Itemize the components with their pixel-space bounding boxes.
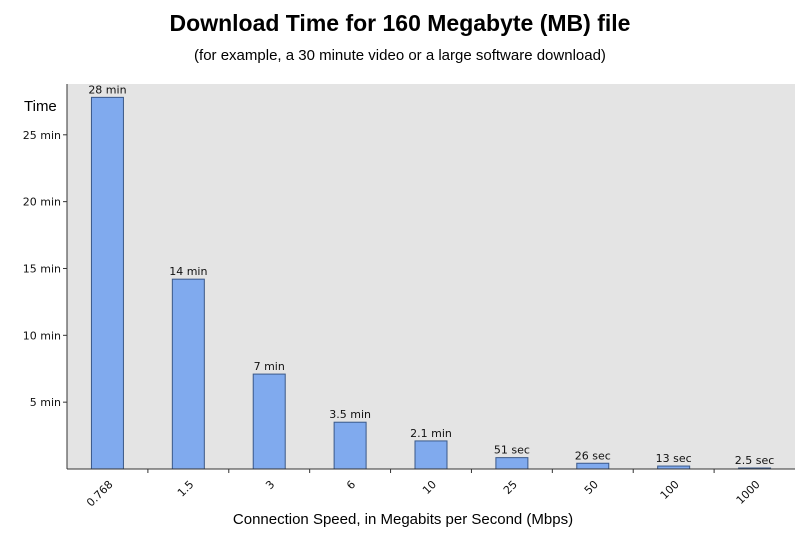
- bar: [171, 278, 205, 470]
- x-tick-label: 25: [501, 478, 520, 497]
- x-tick-label: 3: [263, 478, 277, 492]
- bar-value-label: 51 sec: [494, 444, 530, 457]
- x-axis-label: Connection Speed, in Megabits per Second…: [232, 511, 574, 528]
- x-tick-label: 6: [344, 478, 358, 492]
- bar-value-label: 14 min: [169, 265, 207, 278]
- x-tick-label: 1000: [734, 478, 763, 507]
- bar: [252, 373, 286, 470]
- x-axis-ticks: 0.768 1.5 3 6 10 25 50 100 1000: [84, 469, 763, 509]
- y-tick-label: 10 min: [23, 329, 61, 342]
- y-axis-ticks: 5 min 10 min 15 min 20 min 25 min: [23, 129, 67, 409]
- bar: [414, 440, 448, 470]
- bar-value-label: 2.1 min: [410, 427, 452, 440]
- bars: 28 min 14 min 7 min 3.5 min 2.1 min 51 sec 26 …: [88, 83, 775, 470]
- chart-subtitle: (for example, a 30 minute video or a lar…: [194, 47, 606, 64]
- y-tick-label: 5 min: [30, 396, 61, 409]
- bar: [576, 462, 610, 470]
- bar-value-label: 28 min: [88, 83, 126, 96]
- bar-value-label: 26 sec: [575, 449, 611, 462]
- y-tick-label: 15 min: [23, 262, 61, 275]
- x-tick-label: 0.768: [84, 478, 115, 509]
- bar: [495, 457, 529, 470]
- chart-title: Download Time for 160 Megabyte (MB) file: [169, 10, 631, 36]
- bar: [333, 421, 367, 470]
- x-tick-label: 1.5: [175, 478, 197, 500]
- bar-value-label: 7 min: [254, 360, 285, 373]
- bar-value-label: 3.5 min: [329, 408, 371, 421]
- y-tick-label: 25 min: [23, 129, 61, 142]
- y-axis-label: Time: [24, 98, 57, 115]
- x-tick-label: 50: [582, 478, 601, 497]
- bar-value-label: 13 sec: [656, 452, 692, 465]
- bar-value-label: 2.5 sec: [735, 454, 775, 467]
- x-tick-label: 100: [658, 478, 682, 502]
- bar: [90, 96, 124, 470]
- x-tick-label: 10: [420, 478, 439, 497]
- y-tick-label: 20 min: [23, 196, 61, 209]
